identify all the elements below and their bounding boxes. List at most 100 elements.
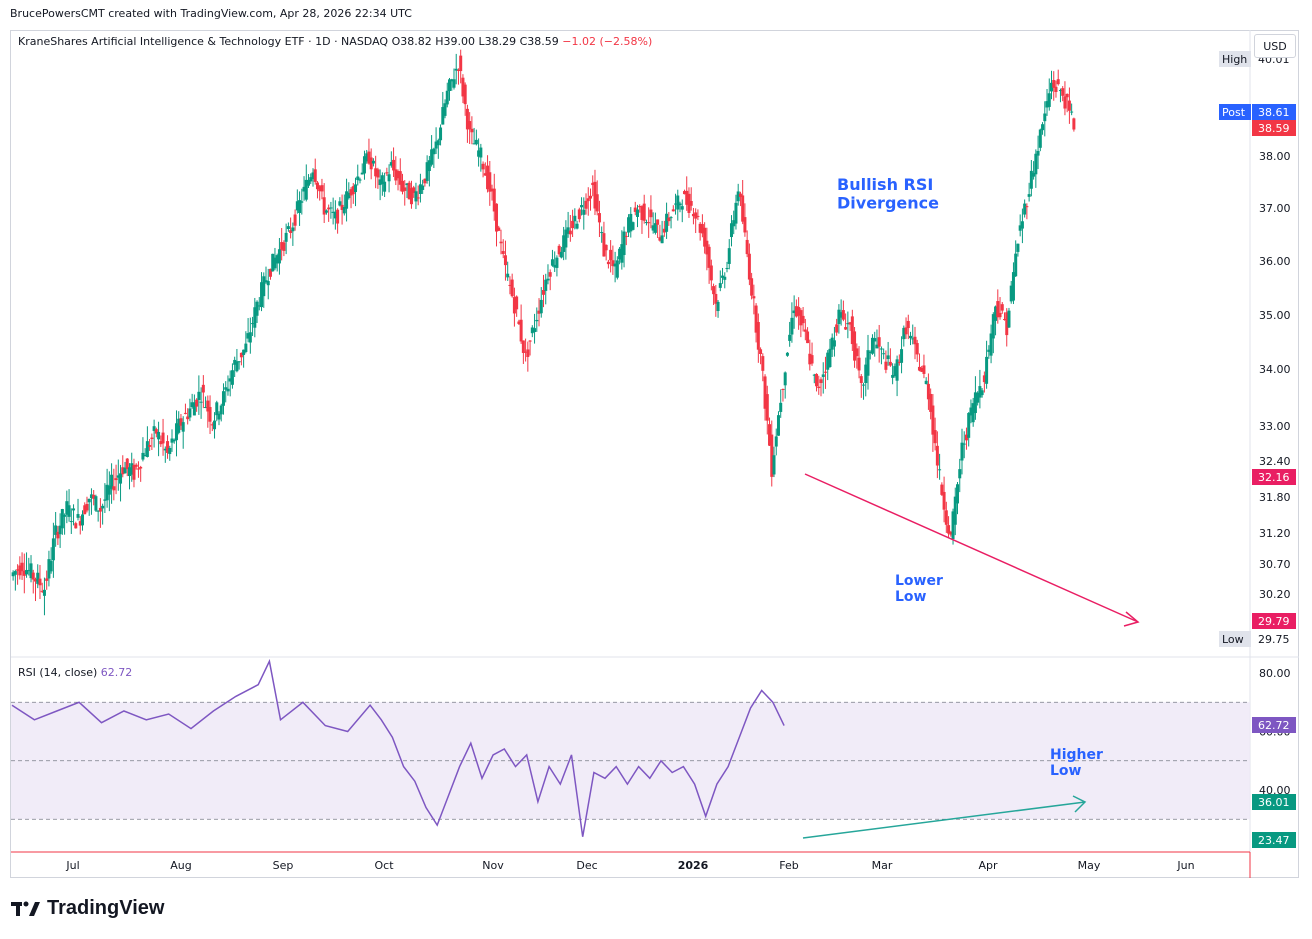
candle-body: [327, 207, 331, 210]
candle-body: [371, 160, 375, 164]
candle-body: [497, 227, 501, 231]
candle-body: [1058, 90, 1062, 92]
candle-body: [564, 229, 568, 248]
tradingview-logo[interactable]: TradingView: [11, 897, 164, 920]
candle-body: [926, 383, 930, 400]
candle-body: [806, 331, 810, 344]
candle-body: [394, 169, 398, 181]
lower-low-arrowhead: [1123, 611, 1140, 627]
candle-body: [289, 230, 293, 233]
candle-body: [177, 418, 181, 433]
candle-body: [862, 384, 866, 386]
candle-body: [56, 531, 60, 539]
candle-body: [105, 484, 109, 501]
candle-body: [101, 505, 105, 509]
candle-body: [721, 275, 725, 278]
price-label-box: [1252, 104, 1296, 120]
candle-body: [365, 153, 369, 162]
candle-body: [593, 181, 597, 209]
candle-body: [208, 406, 212, 422]
candle-body: [385, 172, 389, 174]
time-axis-label: Sep: [273, 859, 294, 872]
candle-body: [190, 402, 194, 408]
candle-body: [973, 392, 977, 414]
candle-body: [226, 388, 230, 392]
candle-body: [40, 590, 44, 592]
candle-body: [333, 211, 337, 219]
price-label-value: 29.79: [1258, 615, 1290, 628]
candle-body: [197, 391, 201, 400]
price-tick-label: 37.00: [1259, 202, 1291, 215]
price-tick-label: 38.00: [1259, 150, 1291, 163]
candle-body: [463, 84, 467, 105]
candle-body: [812, 374, 816, 376]
candle-body: [239, 352, 243, 358]
candle-body: [823, 371, 827, 373]
candle-body: [857, 357, 861, 371]
candle-body: [127, 467, 131, 477]
candle-body: [157, 431, 161, 440]
bullish-divergence-label: Bullish RSI: [837, 175, 933, 194]
candle-body: [817, 386, 821, 389]
candle-body: [383, 181, 387, 192]
candle-body: [300, 201, 304, 203]
candle-body: [553, 264, 557, 268]
candle-body: [508, 284, 512, 286]
candle-body: [163, 448, 167, 451]
candle-body: [640, 206, 644, 220]
candle-body: [729, 223, 733, 238]
currency-button[interactable]: USD: [1254, 34, 1296, 58]
candle-body: [595, 194, 599, 212]
candle-body: [199, 401, 203, 403]
candle-body: [479, 147, 483, 158]
candle-body: [770, 434, 774, 477]
time-axis-label: Nov: [482, 859, 504, 872]
candle-body: [69, 521, 73, 523]
candle-body: [895, 359, 899, 381]
candle-body: [1063, 96, 1067, 109]
candle-body: [483, 173, 487, 176]
candle-body: [998, 312, 1002, 318]
candle-body: [987, 349, 991, 352]
time-axis-label: Aug: [170, 859, 191, 872]
candle-body: [651, 225, 655, 231]
candle-body: [1045, 101, 1049, 108]
candle-body: [42, 589, 46, 596]
candle-body: [407, 182, 411, 200]
candle-body: [148, 445, 152, 447]
candle-body: [678, 203, 682, 206]
candle-body: [228, 378, 232, 382]
price-label-value: 38.59: [1258, 122, 1290, 135]
candle-body: [486, 165, 490, 190]
candle-body: [788, 334, 792, 341]
candle-body: [774, 436, 778, 447]
rsi-line: [11, 658, 785, 837]
candle-body: [477, 150, 481, 157]
candle-body: [714, 293, 718, 304]
candle-body: [141, 452, 145, 460]
candle-body: [909, 335, 913, 339]
candle-body: [850, 316, 854, 345]
candle-body: [685, 190, 689, 205]
candle-body: [293, 214, 297, 226]
candle-body: [474, 139, 478, 145]
candle-body: [315, 182, 319, 190]
candle-body: [691, 213, 695, 217]
candle-body: [1029, 170, 1033, 189]
price-label-box: [1252, 631, 1296, 647]
candle-body: [1052, 79, 1056, 88]
candle-body: [472, 143, 476, 145]
candle-body: [459, 55, 463, 72]
candle-body: [783, 372, 787, 386]
candle-body: [246, 333, 250, 339]
candle-body: [904, 327, 908, 335]
price-tag-label: Low: [1222, 633, 1244, 646]
candle-body: [776, 415, 780, 436]
candle-body: [676, 195, 680, 210]
candle-body: [700, 224, 704, 234]
candle-body: [703, 227, 707, 247]
candle-body: [548, 272, 552, 277]
candle-body: [747, 253, 751, 280]
candle-body: [877, 337, 881, 347]
